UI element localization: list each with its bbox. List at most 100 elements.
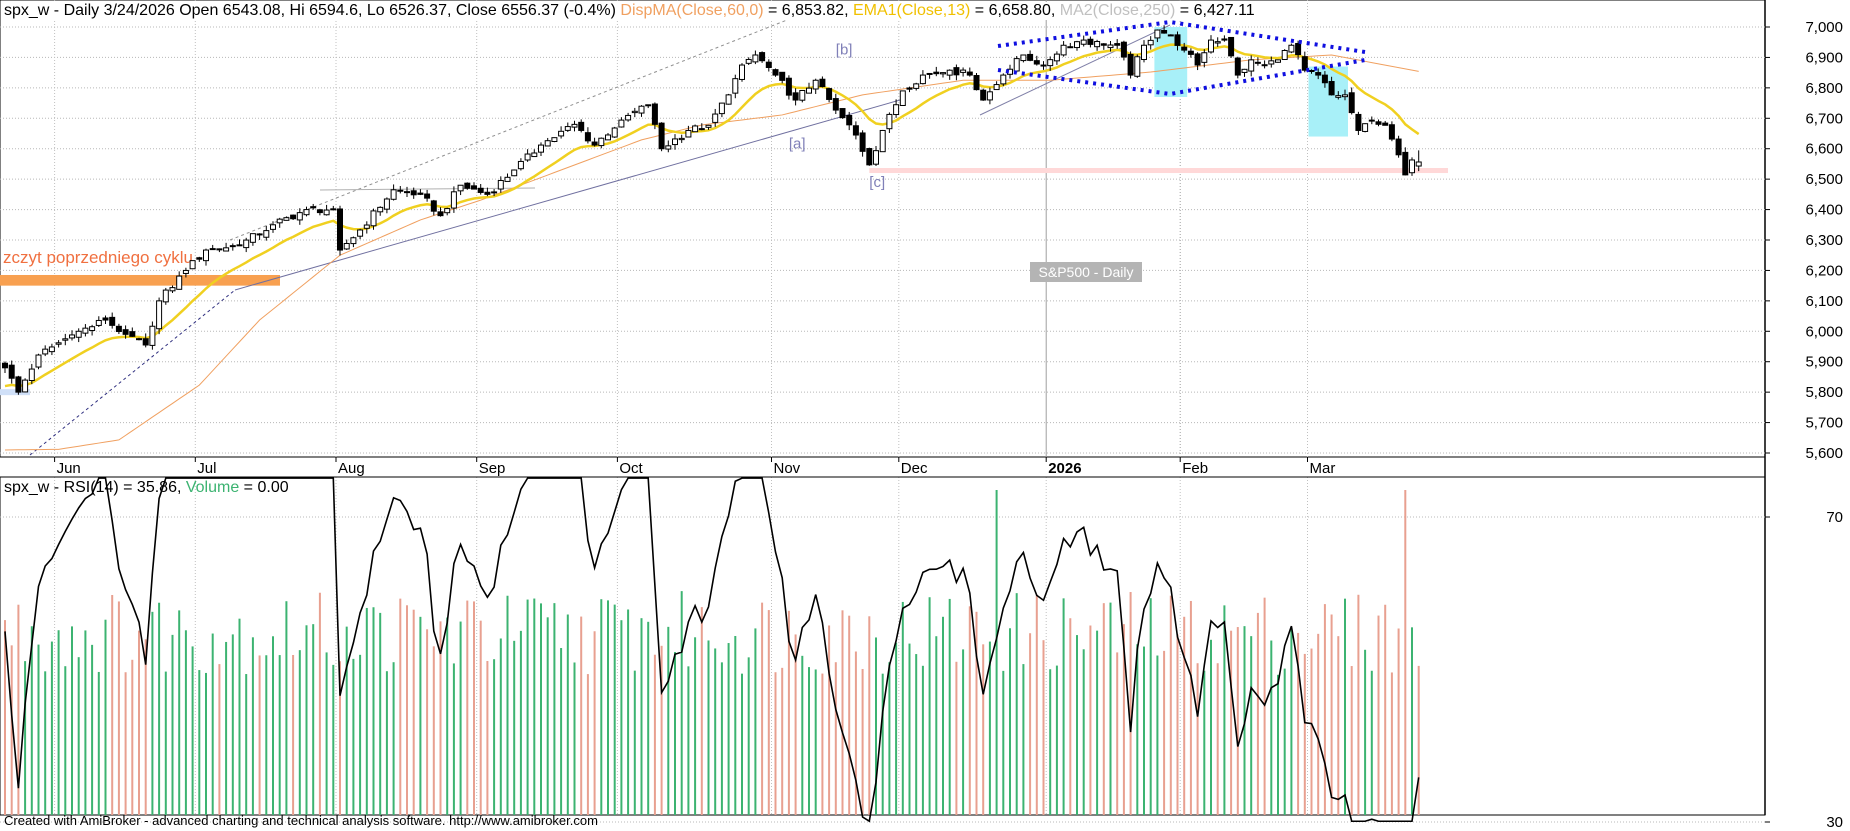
volume-bar [198,670,201,815]
volume-bar [620,620,623,815]
candle-body [940,72,946,75]
volume-bar [57,630,60,815]
volume-bar [1404,490,1407,815]
volume-bar [419,616,422,815]
candle-body [491,191,498,194]
volume-bar [493,659,496,815]
volume-bar [707,640,710,815]
volume-bar [10,645,13,815]
candle-body [1214,41,1221,44]
candle-body [95,319,102,326]
volume-bar [251,637,254,815]
volume-bar [1136,644,1139,815]
candle-body [913,83,920,89]
volume-bar [1210,639,1212,815]
volume-bar [580,616,583,815]
volume-bar [1022,664,1025,815]
candle-body [1221,38,1228,41]
candle-body [926,72,933,75]
volume-bar [278,655,281,815]
candle-body [1194,53,1201,66]
candle-body [8,364,15,379]
volume-bar [1029,633,1032,815]
volume-bar [841,610,844,815]
candle-body [504,176,511,182]
volume-bar [653,654,656,815]
volume-bar [144,639,147,815]
candle-body [310,206,317,209]
month-label: Dec [901,460,928,477]
pattern-lower-line [997,58,1366,97]
candle-body [919,74,926,85]
volume-bar [1390,672,1393,815]
candle-body [357,229,364,237]
volume-bar [64,666,67,815]
candle-body [1228,36,1235,57]
volume-bar [272,636,274,815]
candle-body [444,208,451,214]
volume-bar [473,601,475,815]
volume-bar [1035,594,1038,815]
candle-body [35,354,42,368]
ma2-value: = 6,427.11 [1175,2,1255,19]
candle-body [812,79,819,90]
volume-bar [513,640,516,815]
candle-body [283,217,290,221]
volume-bar [640,618,643,815]
candle-body [618,119,625,128]
volume-bar [44,671,47,815]
candle-body [115,325,122,332]
footer-credit: Created with AmiBroker - advanced charti… [4,813,598,828]
candle-body [517,160,524,170]
volume-bar [138,630,140,815]
volume-bar [566,614,569,815]
candle-body [397,189,404,192]
volume-bar [1189,600,1192,815]
volume-bar [995,490,998,815]
candle-body [725,94,732,105]
month-label: Sep [479,460,506,477]
volume-bar [50,641,53,815]
candle-body [1147,39,1154,46]
candle-body [189,260,196,270]
candle-body [638,105,645,114]
candle-body [22,379,29,393]
volume-bar [432,646,435,815]
volume-bar [97,671,100,815]
candle-body [886,113,893,130]
volume-bar [1002,670,1005,815]
volume-bar [292,654,295,815]
volume-bar [24,661,27,815]
volume-bar [84,630,87,815]
candle-body [1040,64,1047,67]
candle-body [1375,121,1382,125]
volume-bar [828,625,831,815]
volume-bar [399,598,402,815]
candle-body [1187,50,1194,55]
volume-bar [345,626,348,815]
rsi-line [4,477,1420,823]
volume-bar [225,641,228,815]
volume-bar [238,618,241,815]
candle-body [645,104,652,107]
candle-body [1033,60,1040,65]
rsi-tick-label: 30 [1826,814,1843,831]
volume-bar [741,673,743,815]
volume-bar [1303,653,1306,815]
candle-body [1368,119,1375,122]
candle-body [893,104,900,116]
candle-body [69,334,75,339]
highlight-zone [1308,66,1348,137]
volume-bar [834,662,837,815]
candle-body [1208,39,1214,53]
volume-bar [91,644,94,815]
candle-body [471,185,477,190]
volume-bar [359,654,362,815]
candle-body [906,87,913,90]
month-label: Jul [197,460,216,477]
candle-body [1261,64,1268,67]
volume-bar [533,598,536,815]
candle-body [1268,60,1275,65]
volume-bar [1176,634,1179,815]
